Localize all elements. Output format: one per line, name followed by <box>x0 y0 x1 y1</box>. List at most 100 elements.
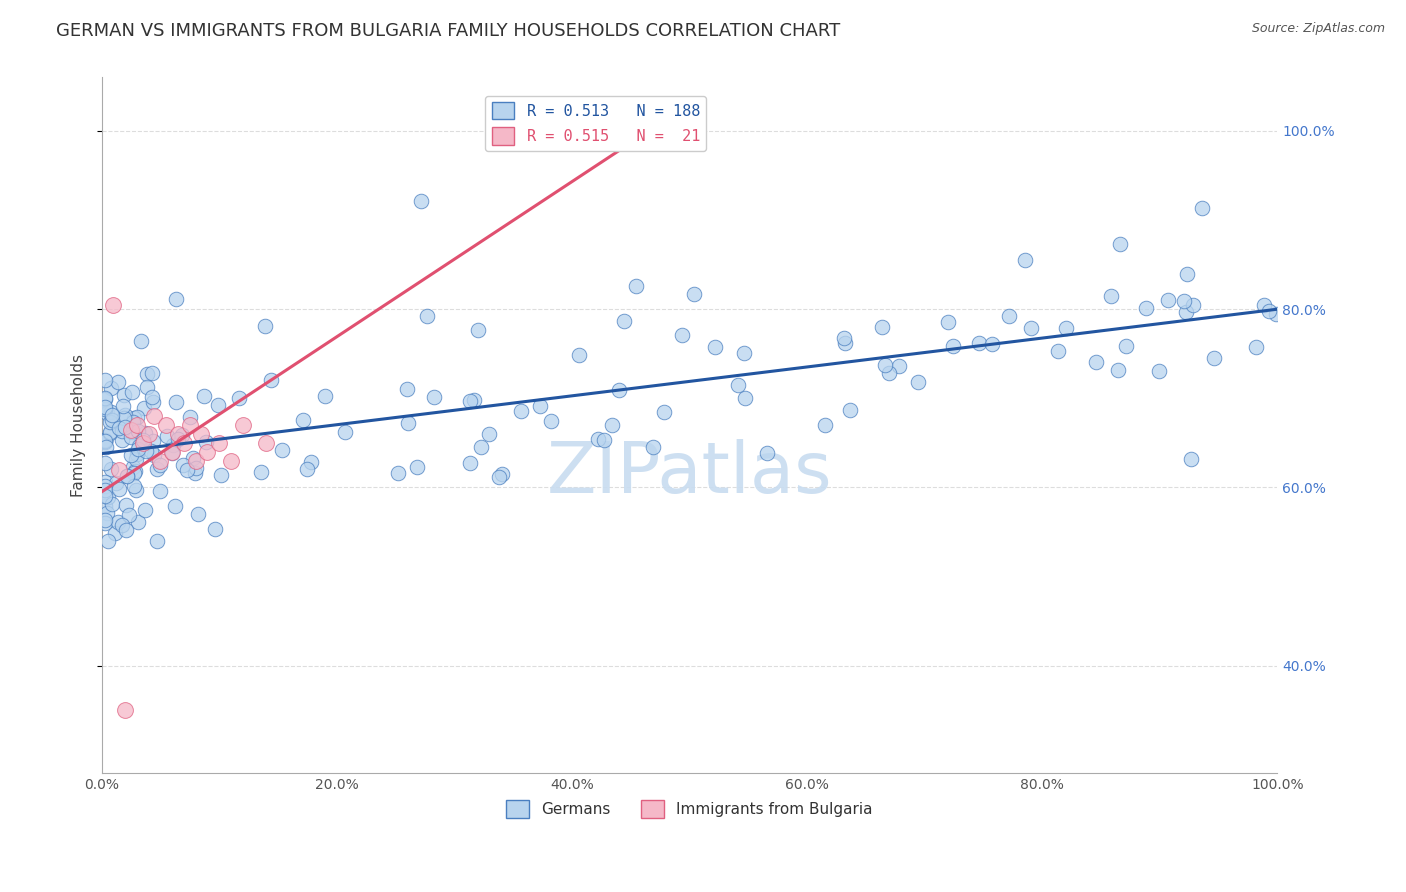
Point <box>98 425 121 440</box>
Point <box>488 469 510 483</box>
Point <box>1108 237 1130 252</box>
Point <box>111 433 134 447</box>
Point <box>94 392 117 407</box>
Point <box>108 482 131 496</box>
Point <box>1147 364 1170 378</box>
Point <box>131 436 153 450</box>
Point <box>936 315 959 329</box>
Point <box>1180 451 1202 466</box>
Point <box>755 446 778 460</box>
Point <box>1084 355 1107 369</box>
Point <box>94 434 117 449</box>
Point <box>96 406 118 420</box>
Point <box>588 432 610 446</box>
Point <box>176 463 198 477</box>
Point <box>124 479 146 493</box>
Point <box>98 416 121 430</box>
Point <box>889 359 911 374</box>
Point <box>1014 252 1036 267</box>
Point <box>1244 340 1267 354</box>
Point <box>470 440 492 454</box>
Point <box>409 194 432 208</box>
Point <box>145 533 167 548</box>
Point <box>1101 289 1123 303</box>
Point <box>398 416 420 430</box>
Point <box>1019 321 1042 335</box>
Point <box>228 391 250 405</box>
Point <box>146 462 169 476</box>
Point <box>114 498 136 512</box>
Point <box>179 409 201 424</box>
Point <box>165 395 187 409</box>
Point <box>127 442 149 456</box>
Point <box>111 424 134 438</box>
Point <box>118 508 141 522</box>
Point <box>942 339 965 353</box>
Point <box>1054 320 1077 334</box>
Point <box>94 513 117 527</box>
Point <box>94 456 117 470</box>
Point <box>416 309 439 323</box>
Point <box>683 287 706 301</box>
Point <box>838 403 860 417</box>
Point <box>94 401 117 415</box>
Point <box>207 398 229 412</box>
Point <box>143 409 166 424</box>
Point <box>98 425 121 440</box>
Point <box>1182 298 1205 312</box>
Point <box>127 447 149 461</box>
Point <box>94 478 117 492</box>
Point <box>112 387 135 401</box>
Point <box>94 475 117 489</box>
Point <box>141 390 163 404</box>
Point <box>125 410 148 425</box>
Point <box>491 467 513 482</box>
Point <box>166 432 188 446</box>
Point <box>607 383 630 397</box>
Point <box>652 405 675 419</box>
Point <box>1253 298 1275 312</box>
Point <box>395 383 418 397</box>
Point <box>626 279 648 293</box>
Legend: Germans, Immigrants from Bulgaria: Germans, Immigrants from Bulgaria <box>501 795 879 824</box>
Point <box>529 399 551 413</box>
Point <box>139 444 162 458</box>
Y-axis label: Family Households: Family Households <box>72 353 86 497</box>
Point <box>187 507 209 521</box>
Point <box>733 346 755 360</box>
Point <box>107 376 129 390</box>
Point <box>141 366 163 380</box>
Point <box>122 411 145 425</box>
Point <box>163 500 186 514</box>
Point <box>967 335 990 350</box>
Point <box>108 463 131 477</box>
Point <box>96 440 118 454</box>
Point <box>834 335 856 350</box>
Point <box>120 423 142 437</box>
Point <box>121 384 143 399</box>
Point <box>94 402 117 417</box>
Point <box>167 427 190 442</box>
Point <box>112 400 135 414</box>
Point <box>120 448 142 462</box>
Point <box>981 337 1004 351</box>
Point <box>94 434 117 449</box>
Point <box>155 418 177 433</box>
Point <box>94 516 117 531</box>
Point <box>105 475 128 490</box>
Point <box>94 433 117 447</box>
Point <box>135 443 157 458</box>
Point <box>94 434 117 448</box>
Point <box>249 465 271 479</box>
Point <box>160 445 183 459</box>
Point <box>314 389 336 403</box>
Point <box>134 503 156 517</box>
Point <box>101 497 124 511</box>
Point <box>149 454 172 468</box>
Point <box>100 381 122 395</box>
Point <box>111 518 134 533</box>
Point <box>128 439 150 453</box>
Point <box>127 515 149 529</box>
Point <box>112 411 135 425</box>
Point <box>100 412 122 426</box>
